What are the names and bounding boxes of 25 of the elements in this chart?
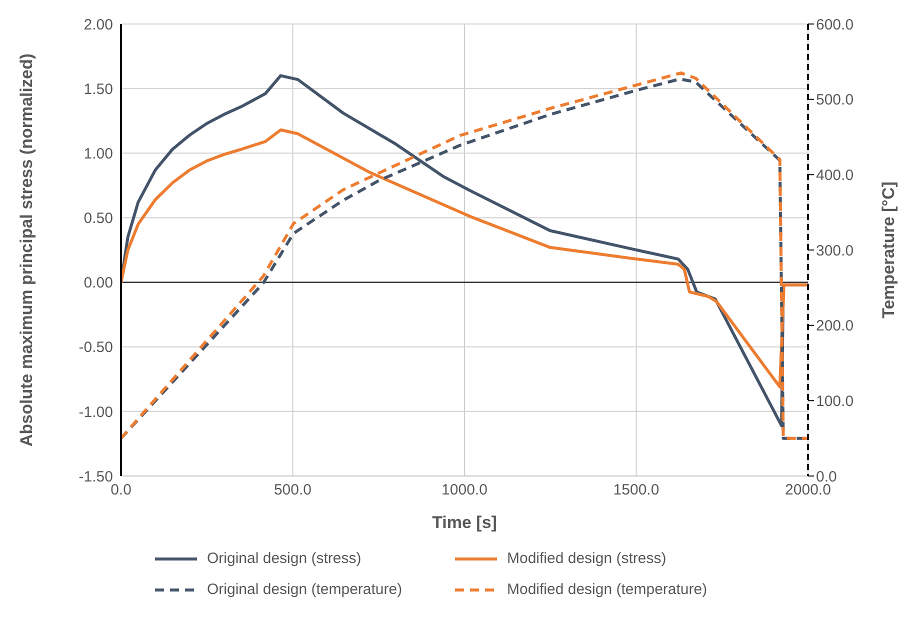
legend-label: Original design (temperature) xyxy=(207,581,402,598)
y-tick-label: -1.00 xyxy=(78,404,113,421)
y-tick-label: 1.00 xyxy=(84,145,113,162)
x-tick-label: 500.0 xyxy=(274,482,312,499)
y-tick-label: 0.50 xyxy=(84,210,113,228)
y2-tick-label: 300.0 xyxy=(816,242,854,260)
legend-label: Modified design (stress) xyxy=(507,550,666,567)
y2-tick-label: 500.0 xyxy=(816,92,854,109)
y2-axis-title: Temperature [°C] xyxy=(879,182,898,318)
y2-tick-label: 400.0 xyxy=(816,166,854,184)
x-tick-label: 1000.0 xyxy=(442,482,488,499)
legend-label: Original design (stress) xyxy=(207,550,362,567)
x-tick-label: 0.0 xyxy=(110,482,132,499)
y-tick-label: 2.00 xyxy=(84,16,113,34)
legend-label: Modified design (temperature) xyxy=(507,581,708,598)
y-tick-label: -0.50 xyxy=(78,339,113,356)
y-tick-label: 0.00 xyxy=(84,274,113,292)
x-axis-title: Time [s] xyxy=(432,513,497,532)
y-tick-label: 1.50 xyxy=(84,80,113,98)
y-axis-title: Absolute maximum principal stress (normalized) xyxy=(17,54,36,446)
y2-tick-label: 600.0 xyxy=(816,16,854,34)
y-tick-label: -1.50 xyxy=(78,468,113,486)
y2-tick-label: 100.0 xyxy=(816,392,854,410)
y2-tick-label: 200.0 xyxy=(816,318,854,335)
x-tick-label: 1500.0 xyxy=(613,482,660,499)
